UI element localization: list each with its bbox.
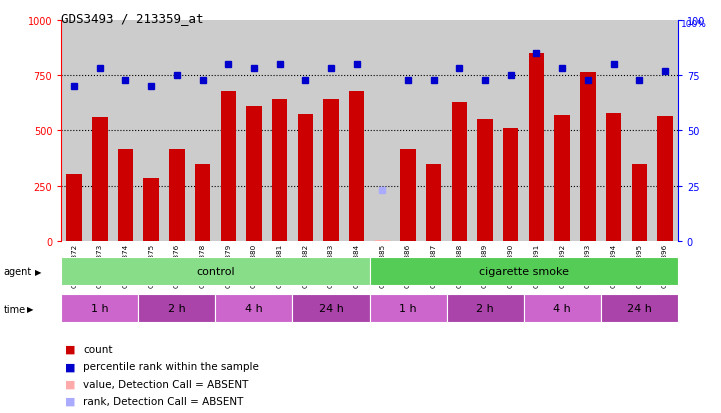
FancyBboxPatch shape <box>61 295 138 323</box>
Text: 4 h: 4 h <box>553 304 571 314</box>
FancyBboxPatch shape <box>472 21 498 242</box>
Text: percentile rank within the sample: percentile rank within the sample <box>83 361 259 371</box>
Text: ■: ■ <box>65 361 76 371</box>
Bar <box>554 116 570 242</box>
FancyBboxPatch shape <box>293 21 318 242</box>
FancyBboxPatch shape <box>87 21 112 242</box>
FancyBboxPatch shape <box>216 21 241 242</box>
Bar <box>92 118 107 242</box>
FancyBboxPatch shape <box>523 21 549 242</box>
Text: 100%: 100% <box>681 20 707 29</box>
Bar <box>426 164 441 242</box>
FancyBboxPatch shape <box>627 21 652 242</box>
Text: 4 h: 4 h <box>245 304 262 314</box>
Text: 24 h: 24 h <box>627 304 652 314</box>
Bar <box>580 73 596 242</box>
Bar <box>298 114 313 242</box>
Bar <box>349 91 364 242</box>
FancyBboxPatch shape <box>241 21 267 242</box>
FancyBboxPatch shape <box>652 21 678 242</box>
FancyBboxPatch shape <box>216 295 293 323</box>
Bar <box>528 54 544 242</box>
Bar <box>195 164 211 242</box>
Bar <box>247 107 262 242</box>
Text: 24 h: 24 h <box>319 304 343 314</box>
Bar <box>66 174 82 242</box>
Text: ▶: ▶ <box>27 304 34 313</box>
FancyBboxPatch shape <box>138 295 216 323</box>
Text: ■: ■ <box>65 396 76 406</box>
Text: value, Detection Call = ABSENT: value, Detection Call = ABSENT <box>83 379 248 389</box>
Text: GDS3493 / 213359_at: GDS3493 / 213359_at <box>61 12 204 25</box>
FancyBboxPatch shape <box>421 21 446 242</box>
Text: cigarette smoke: cigarette smoke <box>479 266 569 277</box>
Text: ■: ■ <box>65 344 76 354</box>
FancyBboxPatch shape <box>318 21 344 242</box>
FancyBboxPatch shape <box>344 21 370 242</box>
FancyBboxPatch shape <box>523 295 601 323</box>
Bar <box>606 114 622 242</box>
FancyBboxPatch shape <box>370 21 395 242</box>
FancyBboxPatch shape <box>601 21 627 242</box>
FancyBboxPatch shape <box>395 21 421 242</box>
Bar <box>375 240 390 242</box>
Bar <box>221 91 236 242</box>
Text: time: time <box>4 304 26 314</box>
Bar <box>400 150 416 242</box>
FancyBboxPatch shape <box>61 21 87 242</box>
Text: 2 h: 2 h <box>477 304 494 314</box>
Text: control: control <box>196 266 235 277</box>
Text: agent: agent <box>4 267 32 277</box>
Bar <box>632 164 647 242</box>
Bar <box>477 120 493 242</box>
Bar <box>451 102 467 242</box>
Text: 1 h: 1 h <box>399 304 417 314</box>
Bar <box>658 117 673 242</box>
Bar <box>323 100 339 242</box>
FancyBboxPatch shape <box>575 21 601 242</box>
Bar <box>143 179 159 242</box>
Bar <box>272 100 288 242</box>
FancyBboxPatch shape <box>446 295 523 323</box>
Bar <box>503 129 518 242</box>
FancyBboxPatch shape <box>267 21 293 242</box>
FancyBboxPatch shape <box>498 21 523 242</box>
Bar <box>118 150 133 242</box>
Text: ■: ■ <box>65 379 76 389</box>
FancyBboxPatch shape <box>61 258 370 285</box>
Text: ▶: ▶ <box>35 267 41 276</box>
FancyBboxPatch shape <box>601 295 678 323</box>
FancyBboxPatch shape <box>138 21 164 242</box>
FancyBboxPatch shape <box>190 21 216 242</box>
FancyBboxPatch shape <box>549 21 575 242</box>
Bar <box>169 150 185 242</box>
FancyBboxPatch shape <box>370 258 678 285</box>
FancyBboxPatch shape <box>446 21 472 242</box>
Text: rank, Detection Call = ABSENT: rank, Detection Call = ABSENT <box>83 396 243 406</box>
Text: 2 h: 2 h <box>168 304 186 314</box>
FancyBboxPatch shape <box>112 21 138 242</box>
Text: count: count <box>83 344 112 354</box>
FancyBboxPatch shape <box>293 295 370 323</box>
FancyBboxPatch shape <box>164 21 190 242</box>
FancyBboxPatch shape <box>370 295 446 323</box>
Text: 1 h: 1 h <box>91 304 109 314</box>
